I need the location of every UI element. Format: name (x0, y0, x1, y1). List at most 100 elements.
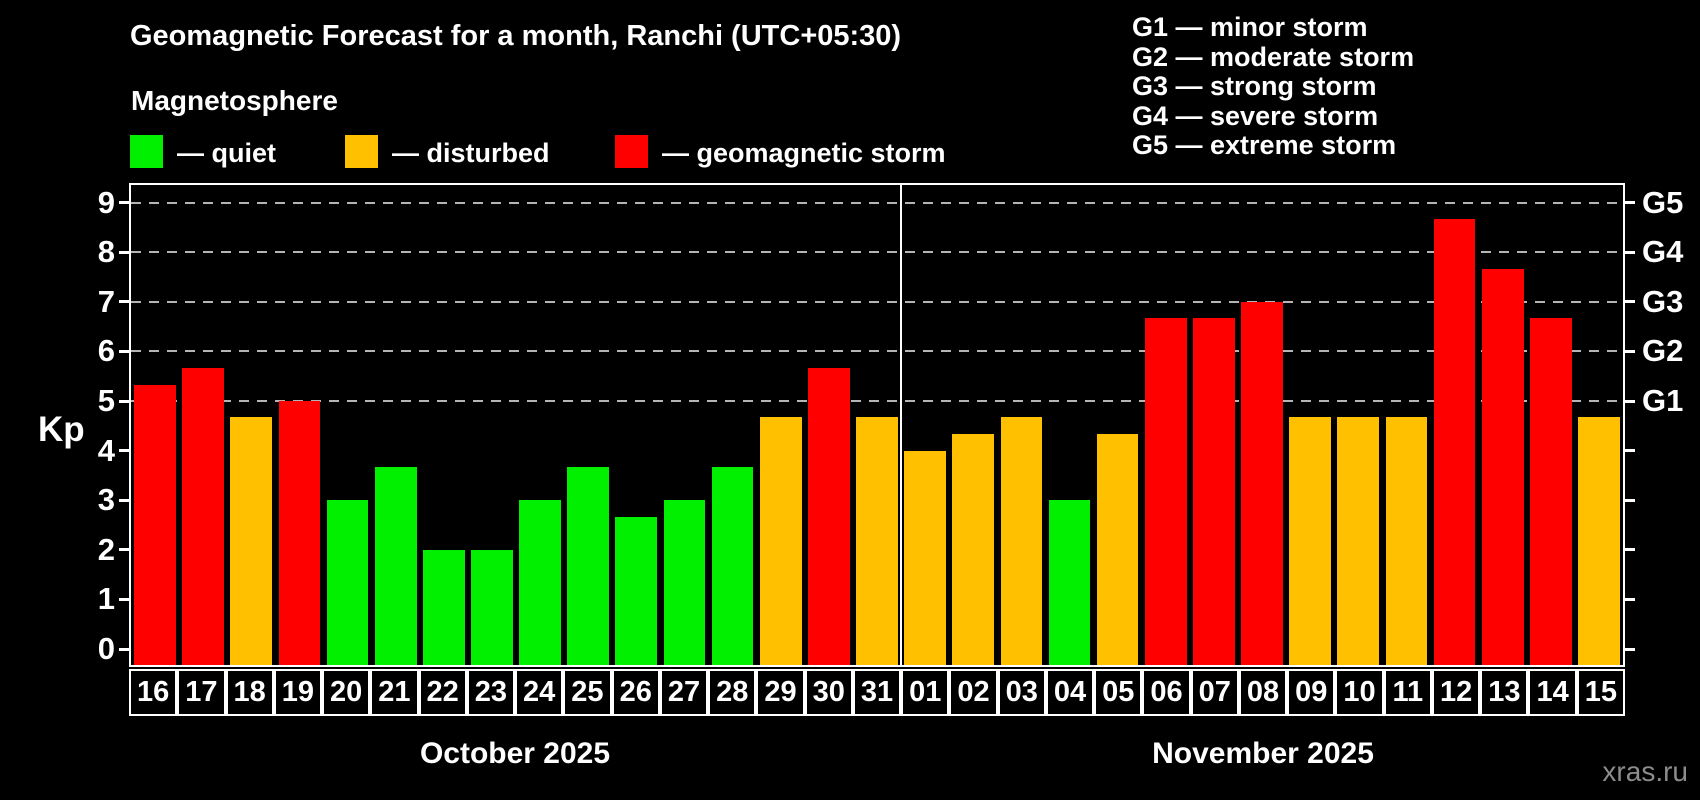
left-axis-tick-9 (119, 201, 129, 205)
right-axis-tick-6 (1625, 349, 1635, 353)
kp-bar-day-02 (952, 434, 995, 665)
date-cell-11: 11 (1383, 669, 1432, 716)
date-cell-03: 03 (997, 669, 1046, 716)
date-cell-27: 27 (659, 669, 709, 716)
y-tick-label-3: 3 (97, 482, 115, 518)
kp-bar-day-03 (1000, 417, 1043, 665)
right-axis-tick-0 (1625, 647, 1635, 651)
kp-bar-day-24 (519, 500, 561, 665)
kp-bar-day-19 (278, 401, 321, 665)
left-axis-tick-3 (119, 498, 129, 502)
date-cell-24: 24 (515, 669, 564, 716)
kp-bar-day-01 (904, 450, 946, 665)
date-cell-17: 17 (177, 669, 226, 716)
gridline-kp9 (131, 201, 1623, 204)
date-cell-09: 09 (1287, 669, 1336, 716)
date-axis: 16 17 18 19 20 21 22 23 24 25 26 27 28 29 30 31 01 02 03 04… (129, 669, 1625, 716)
right-axis-tick-5 (1625, 399, 1635, 403)
disturbed-legend-label: — disturbed (392, 138, 550, 168)
g-level-label-G1: G1 (1642, 383, 1684, 418)
disturbed-swatch (345, 135, 378, 168)
kp-bar-day-20 (326, 500, 369, 665)
date-cell-16: 16 (129, 669, 178, 716)
date-cell-19: 19 (273, 669, 323, 716)
date-cell-06: 06 (1142, 669, 1191, 716)
date-cell-04: 04 (1045, 669, 1095, 716)
g-level-label-G2: G2 (1642, 333, 1684, 369)
gridline-kp8 (131, 251, 1623, 254)
left-axis-tick-1 (119, 597, 129, 601)
kp-bar-day-16 (134, 384, 176, 665)
plot-area (129, 183, 1625, 667)
g-legend-line-G1: G1 — minor storm (1132, 12, 1368, 42)
month-separator-line (900, 185, 903, 665)
kp-bar-day-27 (663, 500, 706, 665)
storm-swatch (615, 135, 648, 168)
date-cell-07: 07 (1190, 669, 1239, 716)
date-cell-31: 31 (852, 669, 902, 716)
magnetosphere-subtitle: Magnetosphere (131, 85, 338, 116)
date-cell-22: 22 (418, 669, 467, 716)
right-axis-tick-4 (1625, 449, 1635, 453)
date-cell-10: 10 (1335, 669, 1384, 716)
y-tick-label-1: 1 (97, 581, 115, 617)
y-tick-label-9: 9 (97, 184, 115, 220)
gridline-kp6 (131, 350, 1623, 353)
date-cell-13: 13 (1480, 669, 1529, 716)
y-tick-label-4: 4 (97, 432, 115, 468)
date-cell-02: 02 (949, 669, 998, 716)
date-cell-21: 21 (370, 669, 419, 716)
kp-axis-title: Kp (38, 410, 85, 449)
kp-bar-day-17 (182, 367, 225, 665)
date-cell-20: 20 (322, 669, 371, 716)
right-axis-tick-9 (1625, 201, 1635, 205)
kp-bar-day-21 (374, 466, 417, 665)
right-axis-tick-3 (1625, 498, 1635, 502)
g-scale-legend: G1 — minor storm G2 — moderate storm G3 — … (1132, 12, 1415, 161)
left-axis-tick-2 (119, 548, 129, 552)
kp-bar-day-12 (1433, 218, 1476, 665)
kp-bar-day-26 (615, 516, 658, 665)
g-level-label-G3: G3 (1642, 283, 1684, 319)
kp-bar-day-29 (759, 417, 802, 665)
kp-bar-day-05 (1096, 434, 1139, 665)
left-axis-tick-8 (119, 250, 129, 254)
gridline-kp5 (131, 400, 1623, 402)
date-cell-29: 29 (756, 669, 805, 716)
y-tick-label-2: 2 (97, 531, 115, 567)
left-axis-tick-5 (119, 399, 129, 403)
kp-bar-day-07 (1193, 318, 1235, 665)
left-axis-tick-0 (119, 647, 129, 651)
kp-bar-day-22 (422, 549, 465, 665)
left-axis-tick-4 (119, 449, 129, 453)
date-cell-12: 12 (1431, 669, 1481, 716)
y-tick-label-5: 5 (97, 383, 115, 418)
kp-bar-day-31 (856, 417, 898, 665)
storm-legend-label: — geomagnetic storm (662, 138, 946, 168)
kp-bar-day-25 (567, 466, 610, 665)
quiet-swatch (130, 135, 163, 168)
quiet-legend-label: — quiet (177, 138, 276, 168)
date-cell-05: 05 (1094, 669, 1143, 716)
date-cell-18: 18 (225, 669, 274, 716)
kp-bar-day-09 (1289, 417, 1331, 665)
date-cell-15: 15 (1576, 669, 1625, 716)
y-tick-label-7: 7 (97, 283, 115, 319)
y-tick-label-8: 8 (97, 234, 115, 270)
kp-bar-day-10 (1337, 417, 1380, 665)
g-level-label-G4: G4 (1642, 234, 1684, 270)
left-axis-tick-7 (119, 300, 129, 304)
g-legend-line-G3: G3 — strong storm (1132, 71, 1377, 102)
date-cell-14: 14 (1528, 669, 1577, 716)
y-tick-label-0: 0 (97, 631, 115, 666)
kp-bar-day-30 (808, 367, 850, 665)
date-cell-23: 23 (466, 669, 516, 716)
g-legend-line-G4: G4 — severe storm (1132, 100, 1379, 131)
kp-bar-day-08 (1241, 301, 1283, 665)
g-legend-line-G2: G2 — moderate storm (1132, 41, 1415, 72)
right-axis-tick-8 (1625, 250, 1635, 254)
kp-bar-day-04 (1048, 500, 1091, 665)
kp-bar-day-28 (711, 466, 754, 665)
right-axis-tick-7 (1625, 300, 1635, 304)
